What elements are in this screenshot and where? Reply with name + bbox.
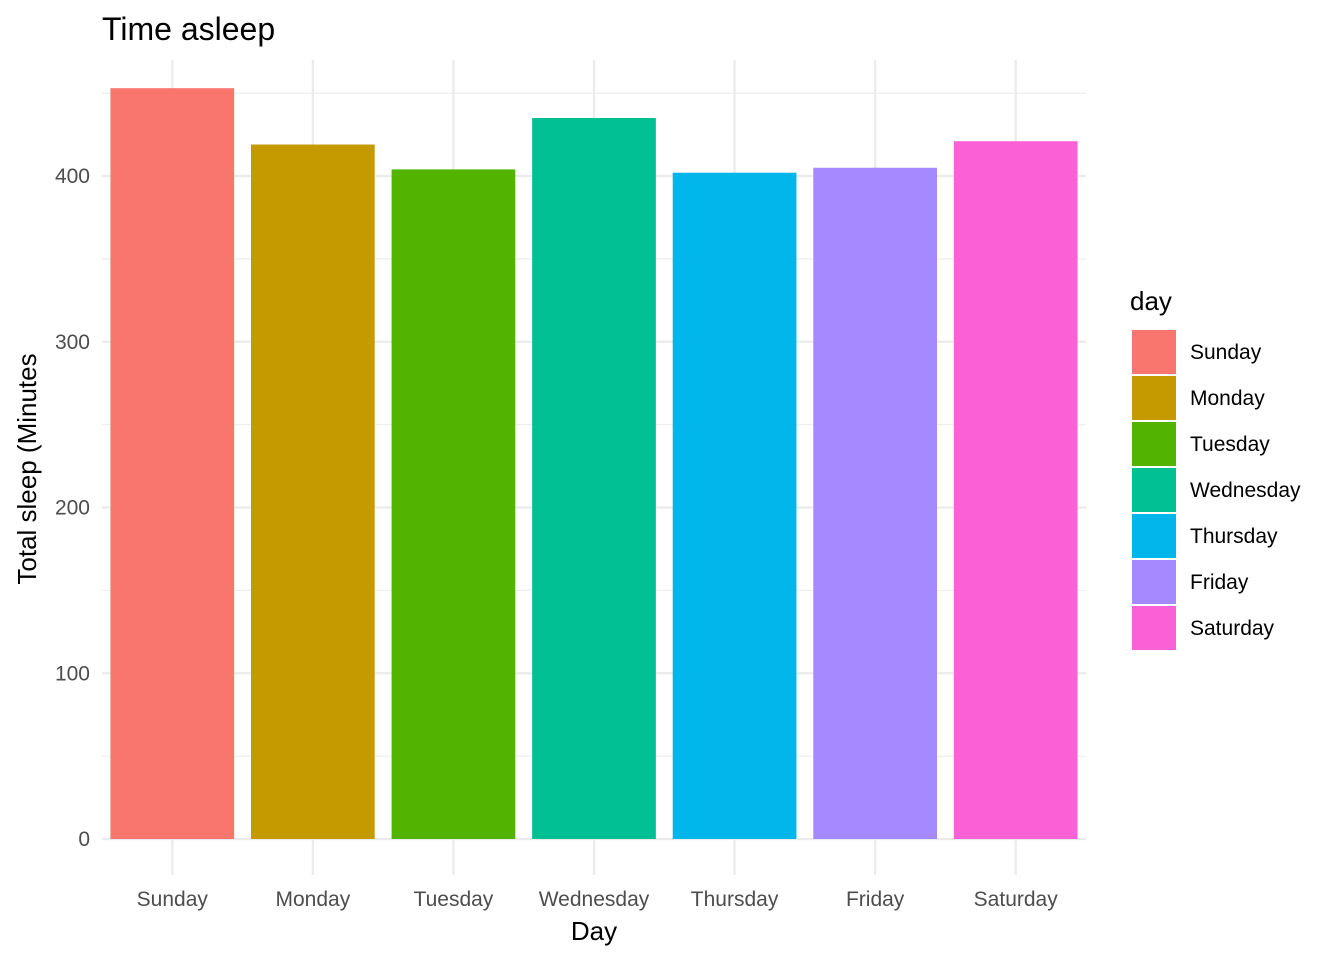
bar-saturday	[953, 141, 1078, 839]
x-tick-label: Wednesday	[539, 888, 650, 911]
bar-monday	[251, 144, 375, 839]
y-tick-label: 300	[55, 331, 90, 354]
chart-title: Time asleep	[102, 11, 275, 47]
legend-title: day	[1130, 286, 1172, 316]
y-tick-label: 200	[55, 497, 90, 520]
legend-label: Friday	[1190, 571, 1249, 594]
legend-key-sunday	[1132, 330, 1176, 374]
legend: day Sunday Monday Tuesday Wednesday Thursday…	[1130, 286, 1301, 650]
legend-key-wednesday	[1132, 468, 1176, 512]
bar-friday	[813, 167, 937, 840]
y-tick-label: 0	[78, 828, 90, 851]
legend-items: Sunday Monday Tuesday Wednesday Thursday Frid…	[1132, 330, 1301, 650]
y-tick-label: 100	[55, 662, 90, 685]
bar-sunday	[110, 88, 235, 840]
legend-label: Tuesday	[1190, 433, 1270, 456]
x-axis-ticks: Sunday Monday Tuesday Wednesday Thursday Frid…	[137, 888, 1059, 911]
legend-label: Sunday	[1190, 341, 1262, 364]
x-tick-label: Saturday	[974, 888, 1059, 911]
y-axis-title: Total sleep (Minutes	[12, 353, 42, 584]
legend-label: Wednesday	[1190, 479, 1301, 502]
legend-key-saturday	[1132, 606, 1176, 650]
x-axis-title: Day	[571, 916, 617, 946]
legend-label: Saturday	[1190, 617, 1275, 640]
y-tick-label: 400	[55, 165, 90, 188]
bar-wednesday	[532, 118, 656, 840]
y-axis-ticks: 0 100 200 300 400	[55, 165, 90, 851]
bar-thursday	[672, 172, 797, 839]
x-tick-label: Sunday	[137, 888, 209, 911]
legend-label: Thursday	[1190, 525, 1278, 548]
legend-key-friday	[1132, 560, 1176, 604]
x-tick-label: Friday	[846, 888, 905, 911]
legend-key-thursday	[1132, 514, 1176, 558]
x-tick-label: Thursday	[691, 888, 779, 911]
legend-key-tuesday	[1132, 422, 1176, 466]
bar-tuesday	[391, 169, 516, 840]
x-tick-label: Monday	[275, 888, 350, 911]
bars	[110, 88, 1078, 840]
legend-label: Monday	[1190, 387, 1265, 410]
legend-key-monday	[1132, 376, 1176, 420]
x-tick-label: Tuesday	[414, 888, 494, 911]
